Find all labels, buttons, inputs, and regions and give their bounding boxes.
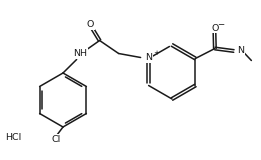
Text: NH: NH xyxy=(74,49,88,58)
Text: Cl: Cl xyxy=(51,135,61,144)
Text: +: + xyxy=(153,50,159,56)
Text: N: N xyxy=(237,46,244,55)
Text: −: − xyxy=(217,19,224,28)
Text: O: O xyxy=(86,20,94,29)
Text: HCl: HCl xyxy=(5,133,21,143)
Text: N: N xyxy=(145,53,152,63)
Text: O: O xyxy=(211,24,218,33)
